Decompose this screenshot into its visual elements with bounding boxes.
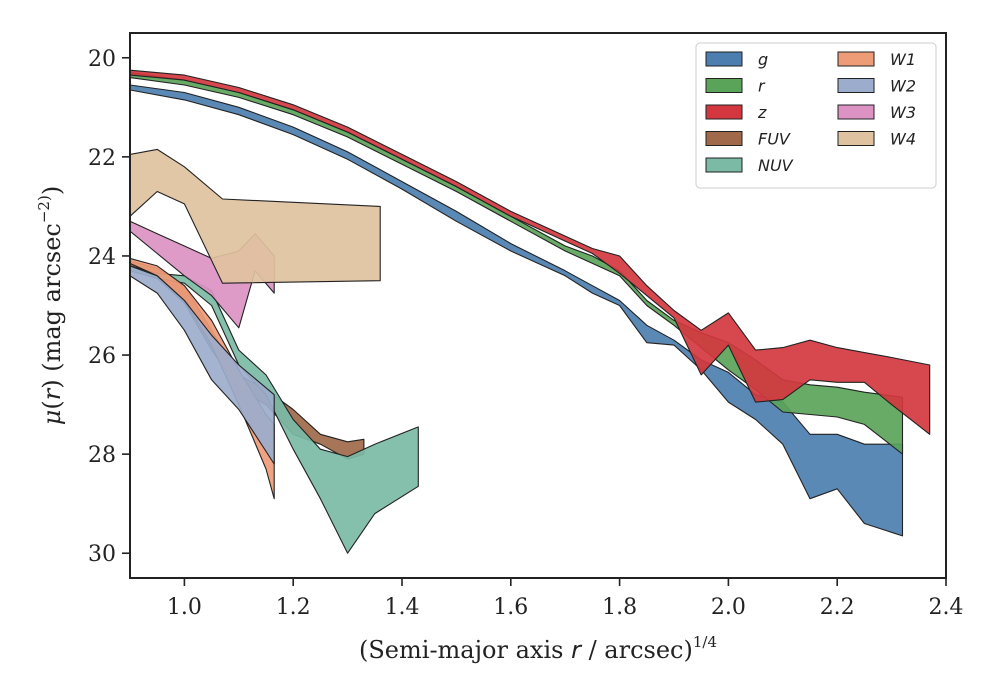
band-w3 [130,220,275,329]
legend-label-fuv: FUV [758,130,791,149]
y-tick-label: 20 [88,47,116,72]
legend-label-r: r [758,77,766,96]
legend-frame [695,42,937,189]
legend-label-nuv: NUV [758,156,794,175]
legend-swatch-w4 [837,131,875,146]
legend-swatch-fuv [705,131,743,146]
plot-frame [129,32,947,579]
y-tick-label: 22 [88,146,116,171]
y-tick-label: 24 [88,245,116,270]
x-tick-label: 1.8 [602,595,637,620]
legend-swatch-w3 [837,104,875,120]
band-g [130,84,904,537]
legend-swatch-z [705,104,743,120]
axes-layer: 1.0 1.2 1.4 1.6 1.8 2.0 2.2 2.4 20 22 24 26 28 30 [88,32,964,620]
legend-label-w1: W1 [890,50,916,69]
x-tick-label: 2.2 [820,595,855,620]
bands-layer [130,69,931,554]
x-axis-label: (Semi-major axis r / arcsec)1/4 [359,633,717,664]
y-axis-label: μ(r) (mag arcsec−2)) [35,186,66,425]
x-tick-label: 1.6 [493,595,528,620]
y-tick-label: 30 [88,542,116,567]
x-tick-label: 1.4 [385,595,420,620]
legend-label-w4: W4 [890,130,916,149]
band-z [130,69,931,435]
legend-swatch-w1 [837,51,875,67]
legend-swatch-nuv [705,157,743,173]
legend: grz FUV NUV W1 W2 W3 W4 [695,42,937,189]
x-tick-label: 1.0 [167,595,202,620]
legend-swatch-w2 [837,78,875,93]
legend-label-g: g [758,50,768,69]
y-tick-label: 26 [88,344,116,369]
band-w2 [130,265,275,465]
y-tick-label: 28 [88,443,116,468]
band-w4 [130,148,381,284]
x-tick-label: 2.0 [711,595,746,620]
legend-swatch-g [705,51,743,67]
x-tick-label: 1.2 [276,595,311,620]
legend-label-w3: W3 [890,103,916,122]
legend-label-z: z [757,103,767,122]
legend-label-w2: W2 [890,77,916,96]
x-tick-label: 2.4 [929,595,964,620]
legend-swatch-r [705,78,743,93]
